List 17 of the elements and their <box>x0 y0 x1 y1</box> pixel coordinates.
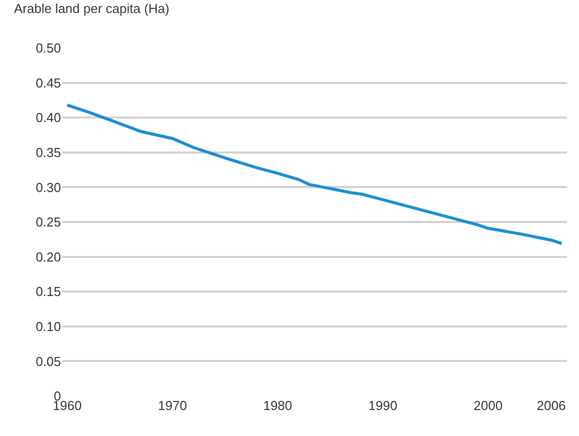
x-tick-label: 1990 <box>368 398 398 413</box>
x-tick-label: 1980 <box>263 398 292 413</box>
y-tick-label: 0.35 <box>36 144 61 160</box>
y-axis-title: Arable land per capita (Ha) <box>14 1 170 16</box>
x-tick-label: 2006 <box>536 398 566 413</box>
y-tick-label: 0.45 <box>36 75 61 90</box>
y-tick-label: 0.15 <box>36 284 61 300</box>
y-tick-label: 0.10 <box>36 318 61 334</box>
y-tick-label: 0.30 <box>36 180 61 195</box>
y-tick-label: 0.50 <box>36 40 61 56</box>
y-tick-label: 0.40 <box>36 110 61 126</box>
y-tick-label: 0.20 <box>36 249 61 264</box>
line-series <box>66 104 564 246</box>
y-tick-label: 0.05 <box>36 354 61 369</box>
x-tick-label: 1970 <box>158 398 187 413</box>
x-tick-label: 2000 <box>474 398 503 413</box>
y-tick-label: 0.25 <box>36 214 61 230</box>
